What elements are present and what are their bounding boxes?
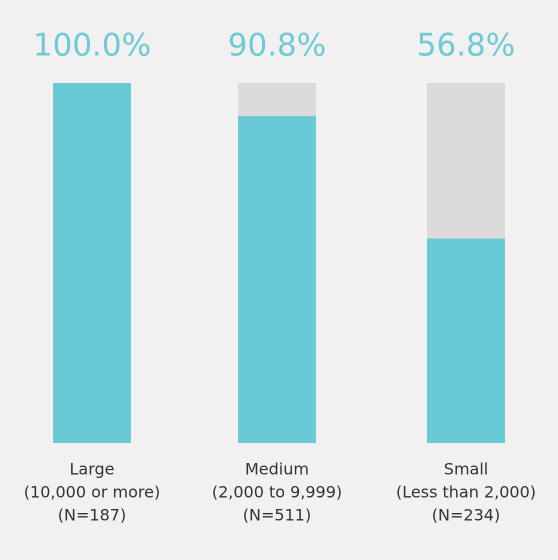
category-label: (Less than 2,000) [396, 483, 536, 502]
category-label: (N=511) [243, 506, 311, 525]
value-label: 100.0% [33, 28, 151, 64]
value-label: 90.8% [228, 28, 326, 64]
bar [53, 83, 131, 443]
category-label: (10,000 or more) [24, 483, 160, 502]
category-label: Small [444, 460, 488, 479]
category-label: (N=187) [58, 506, 126, 525]
bar [238, 116, 316, 444]
category-label: Large [69, 460, 114, 479]
value-label: 56.8% [417, 28, 515, 64]
category-label: Medium [245, 460, 309, 479]
bar [427, 238, 505, 443]
category-label: (N=234) [432, 506, 500, 525]
category-label: (2,000 to 9,999) [212, 483, 342, 502]
